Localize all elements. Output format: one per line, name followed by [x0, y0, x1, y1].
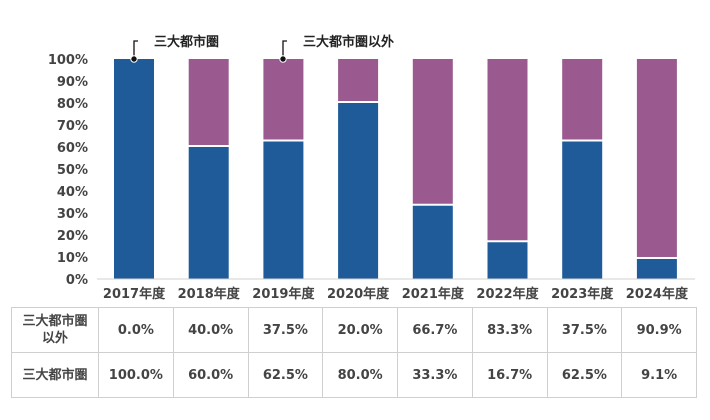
x-tick-label: 2017年度 [103, 286, 166, 302]
table-row: 三大都市圏 以外 0.0% 40.0% 37.5% 20.0% 66.7% 83… [11, 307, 697, 353]
x-tick-label: 2019年度 [252, 286, 315, 302]
y-tick-label: 10% [57, 251, 88, 266]
y-tick-label: 40% [57, 185, 88, 200]
bar-segment-non-metro [188, 59, 229, 145]
y-tick-label: 70% [57, 119, 88, 134]
legend-leader-line [133, 40, 138, 59]
y-tick-label: 50% [57, 163, 88, 178]
y-axis: 0% 10% 20% 30% 40% 50% 60% 70% 80% 90% 100% [48, 53, 88, 288]
y-tick-label: 60% [57, 141, 88, 156]
bar-segment-metro [114, 59, 154, 279]
legend-label: 三大都市圏 [154, 34, 219, 50]
legend-marker-dot [279, 55, 287, 63]
bar-segment-metro [263, 141, 304, 279]
table-cell: 83.3% [471, 307, 548, 353]
bar-segment-non-metro [487, 59, 528, 241]
legend-marker-dot [130, 55, 138, 63]
x-tick-label: 2023年度 [551, 286, 614, 302]
table-cell: 62.5% [546, 352, 623, 398]
table-cell: 37.5% [546, 307, 623, 353]
bar-segment-metro [188, 147, 229, 279]
bar-segment-non-metro [562, 59, 603, 140]
bar-segment-non-metro [412, 59, 453, 204]
x-axis: 2017年度 2018年度 2019年度 2020年度 2021年度 2022年度 2023… [97, 278, 695, 302]
y-tick-label: 0% [66, 273, 88, 288]
table-cell: 16.7% [471, 352, 548, 398]
legend-label: 三大都市圏以外 [303, 34, 394, 50]
table-row: 三大都市圏 100.0% 60.0% 62.5% 80.0% 33.3% 16.… [11, 352, 697, 398]
y-tick-label: 90% [57, 75, 88, 90]
bar-segment-metro [636, 258, 677, 279]
bars [114, 59, 677, 279]
row-header-line2: 以外 [41, 331, 68, 346]
data-table: 三大都市圏 以外 0.0% 40.0% 37.5% 20.0% 66.7% 83… [11, 307, 697, 398]
row-header-line1: 三大都市圏 [22, 367, 88, 383]
y-tick-label: 100% [48, 53, 88, 68]
bar-segment-metro [412, 205, 453, 279]
table-cell: 20.0% [322, 307, 398, 353]
bar-segment-non-metro [263, 59, 304, 140]
table-cell: 9.1% [621, 352, 697, 398]
x-tick-label: 2024年度 [626, 286, 689, 302]
x-tick-label: 2021年度 [402, 286, 465, 302]
table-cell: 37.5% [247, 307, 324, 353]
y-tick-label: 30% [57, 207, 88, 222]
row-header: 三大都市圏 [11, 352, 99, 398]
x-tick-label: 2018年度 [178, 286, 241, 302]
row-header: 三大都市圏 以外 [11, 307, 99, 353]
table-cell: 66.7% [397, 307, 473, 353]
x-tick-label: 2022年度 [476, 286, 539, 302]
table-cell: 100.0% [98, 352, 174, 398]
row-header-line1: 三大都市圏 [22, 314, 88, 329]
stacked-bar-chart: 0% 10% 20% 30% 40% 50% 60% 70% 80% 90% 100% 2017年度… [48, 34, 695, 302]
legend-leader-line [282, 40, 287, 59]
table-cell: 60.0% [172, 352, 249, 398]
bar-segment-non-metro [636, 59, 677, 257]
legend: 三大都市圏 三大都市圏以外 [130, 34, 394, 63]
bar-segment-metro [338, 103, 379, 279]
table-cell: 33.3% [397, 352, 473, 398]
bar-segment-metro [487, 242, 528, 279]
bar-segment-non-metro [338, 59, 379, 101]
table-cell: 90.9% [621, 307, 697, 353]
table-cell: 80.0% [322, 352, 398, 398]
table-cell: 0.0% [98, 307, 174, 353]
table-cell: 62.5% [247, 352, 324, 398]
x-tick-label: 2020年度 [327, 286, 390, 302]
y-tick-label: 80% [57, 97, 88, 112]
table-cell: 40.0% [172, 307, 249, 353]
bar-segment-metro [562, 141, 603, 279]
y-tick-label: 20% [57, 229, 88, 244]
